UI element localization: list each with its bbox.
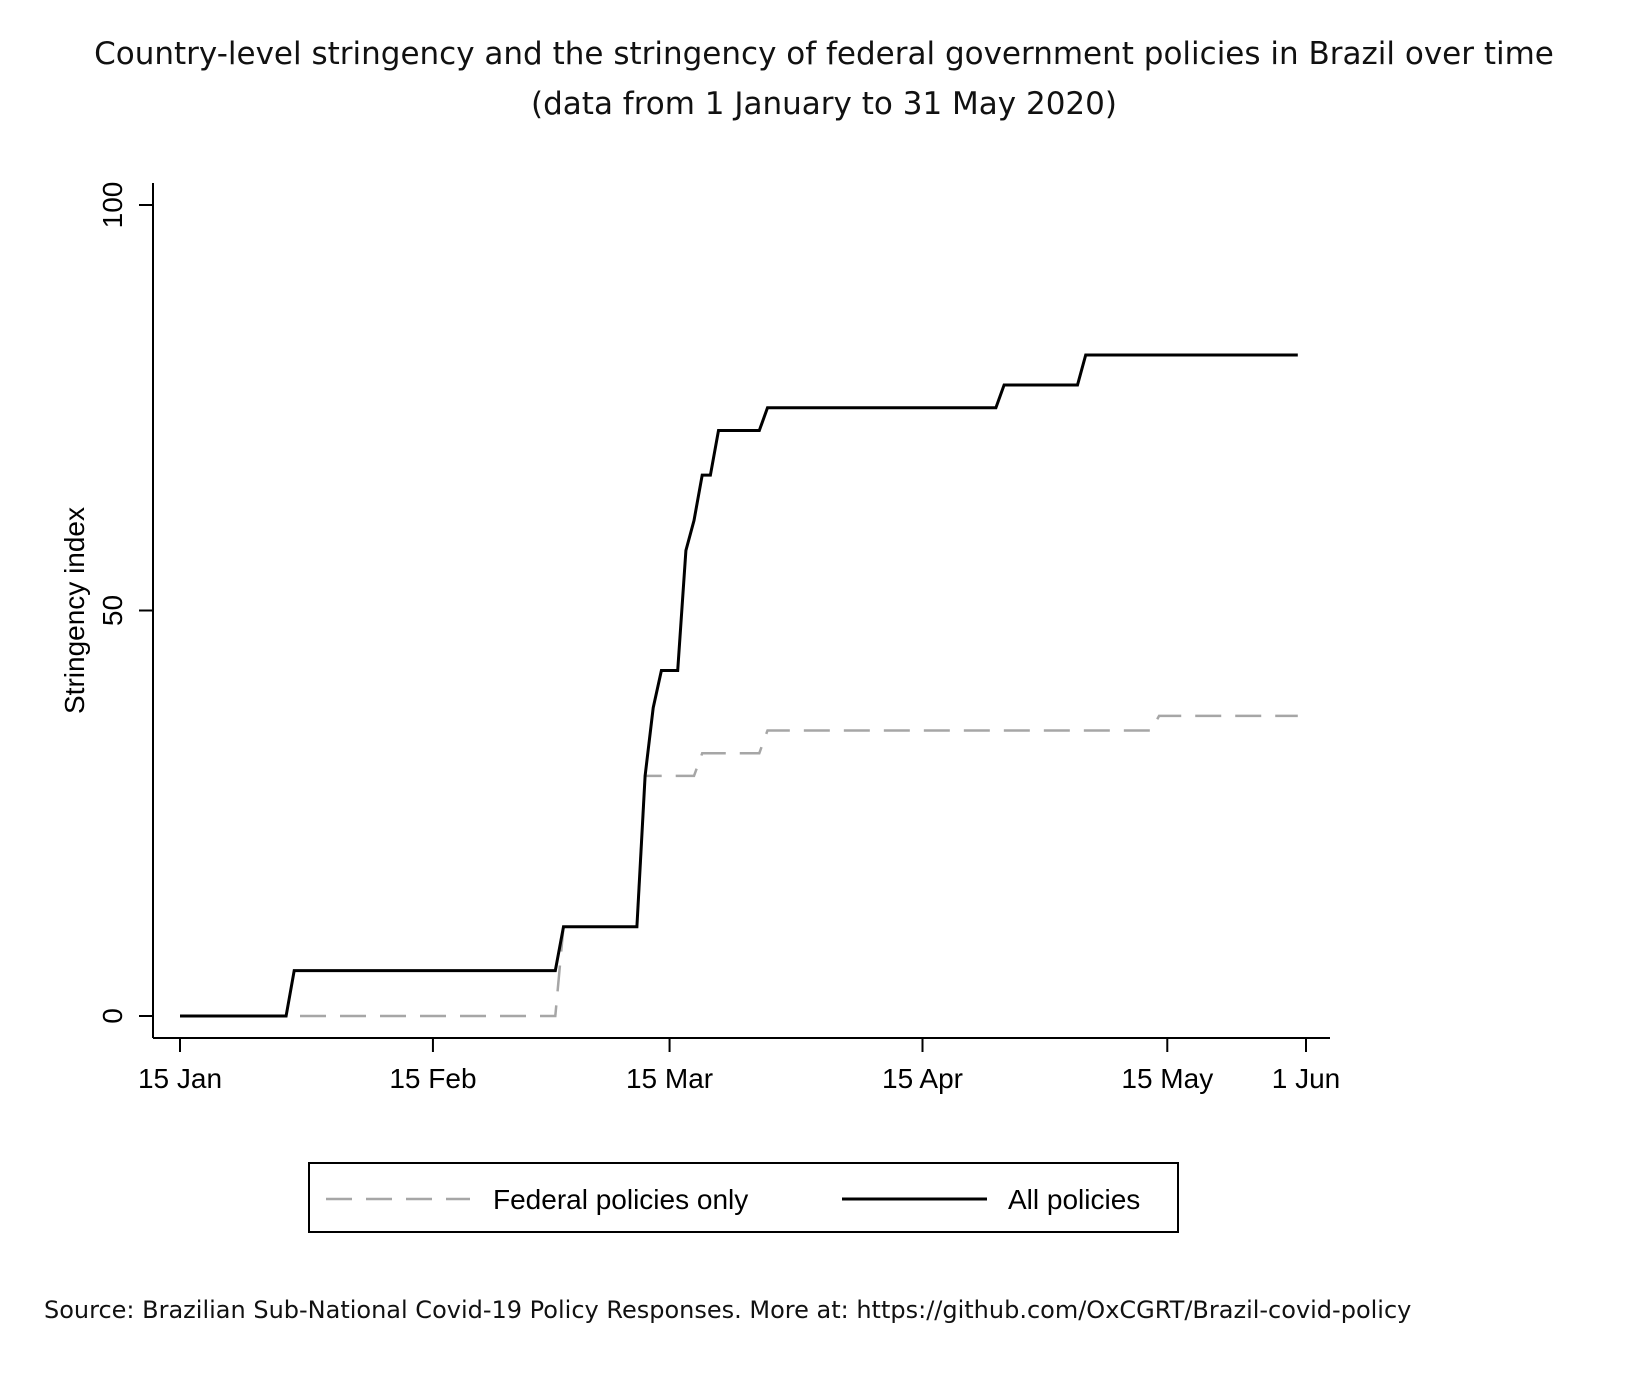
chart-legend: Federal policies only All policies <box>308 1162 1179 1233</box>
y-tick-label: 50 <box>97 595 128 626</box>
y-axis-label: Stringency index <box>59 507 90 714</box>
x-tick-label: 15 May <box>1121 1063 1213 1094</box>
y-tick-label: 0 <box>97 1008 128 1024</box>
chart-series <box>180 353 1298 1018</box>
x-tick-label: 15 Apr <box>882 1063 963 1094</box>
legend-label: All policies <box>1008 1184 1140 1215</box>
x-tick-label: 1 Jun <box>1272 1063 1341 1094</box>
source-note: Source: Brazilian Sub-National Covid-19 … <box>44 1296 1412 1324</box>
x-tick-label: 15 Mar <box>626 1063 713 1094</box>
legend-box <box>308 1162 1179 1233</box>
chart-title-line-1: Country-level stringency and the stringe… <box>94 36 1554 72</box>
chart-axes: 0 50 100 Stringency index 15 Jan 15 Feb 15 Mar… <box>59 182 1340 1094</box>
series-line-all-policies <box>180 353 1298 1018</box>
chart-title-line-2: (data from 1 January to 31 May 2020) <box>531 86 1117 122</box>
y-tick-label: 100 <box>97 182 128 229</box>
line-chart: 0 50 100 Stringency index 15 Jan 15 Feb 15 Mar… <box>59 182 1340 1233</box>
x-tick-label: 15 Feb <box>389 1063 476 1094</box>
legend-label: Federal policies only <box>493 1184 748 1215</box>
x-tick-label: 15 Jan <box>138 1063 222 1094</box>
